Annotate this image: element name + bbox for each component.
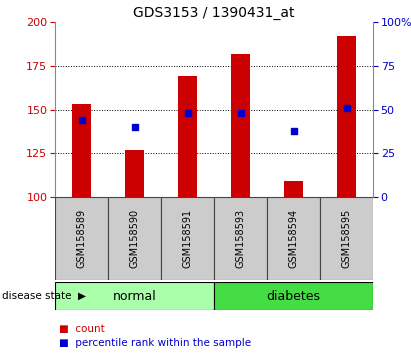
Text: ■  percentile rank within the sample: ■ percentile rank within the sample xyxy=(59,338,251,348)
Bar xyxy=(55,282,214,310)
Text: GSM158595: GSM158595 xyxy=(342,209,351,268)
Text: GSM158591: GSM158591 xyxy=(182,209,192,268)
Bar xyxy=(125,150,144,197)
Bar xyxy=(161,197,214,280)
Text: normal: normal xyxy=(113,290,156,303)
Bar xyxy=(72,104,91,197)
Bar xyxy=(55,197,108,280)
Bar xyxy=(337,36,356,197)
Bar xyxy=(231,53,250,197)
Title: GDS3153 / 1390431_at: GDS3153 / 1390431_at xyxy=(133,6,295,19)
Text: GSM158589: GSM158589 xyxy=(76,209,86,268)
Text: ■  count: ■ count xyxy=(59,324,105,333)
Text: diabetes: diabetes xyxy=(266,290,321,303)
Text: GSM158593: GSM158593 xyxy=(236,209,245,268)
Bar xyxy=(267,197,320,280)
Text: disease state  ▶: disease state ▶ xyxy=(2,291,86,301)
Text: GSM158594: GSM158594 xyxy=(289,209,298,268)
Bar xyxy=(108,197,161,280)
Text: GSM158590: GSM158590 xyxy=(129,209,139,268)
Bar xyxy=(214,282,373,310)
Bar xyxy=(214,197,267,280)
Bar xyxy=(178,76,197,197)
Bar xyxy=(284,181,303,197)
Bar xyxy=(320,197,373,280)
